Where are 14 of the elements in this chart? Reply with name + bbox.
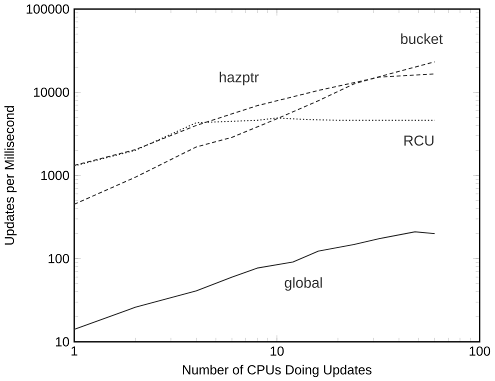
series-label: hazptr (220, 71, 259, 85)
y-tick-label: 100000 (26, 4, 70, 14)
y-tick-label: 100 (48, 254, 70, 264)
series-label: RCU (404, 135, 434, 146)
y-tick-label: 10000 (34, 87, 70, 97)
x-tick-label: 10 (270, 346, 284, 356)
series-label: global (284, 276, 322, 290)
series-label: bucket (401, 33, 443, 44)
x-tick-label: 100 (470, 346, 490, 356)
x-tick-label: 1 (72, 346, 78, 356)
y-axis-title: Updates per Millisecond (4, 106, 17, 244)
y-tick-label: 10 (56, 336, 70, 346)
y-tick-label: 1000 (41, 170, 70, 180)
x-axis-title: Number of CPUs Doing Updates (182, 364, 372, 377)
